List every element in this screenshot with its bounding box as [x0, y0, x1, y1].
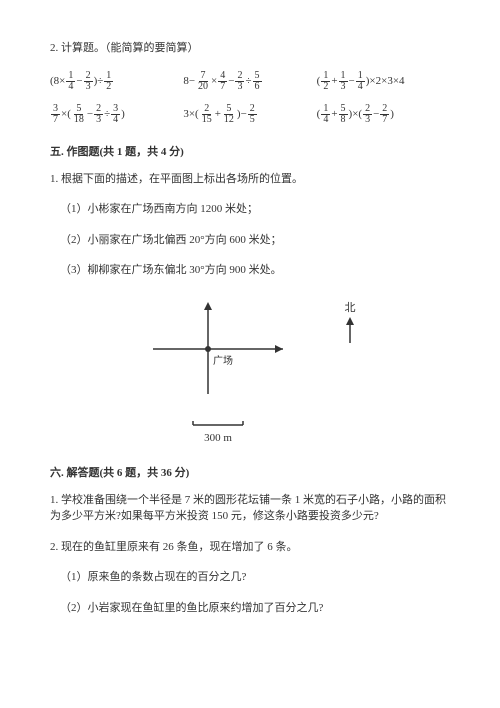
tok: ) [121, 108, 125, 120]
sec5-item-2: （2）小丽家在广场北偏西 20°方向 600 米处； [50, 232, 450, 249]
tok: )÷ [94, 75, 104, 87]
frac: 23 [94, 104, 103, 125]
tok: − [87, 108, 93, 120]
tok: ÷ [245, 75, 251, 87]
sec6-q2: 2. 现在的鱼缸里原来有 26 条鱼，现在增加了 6 条。 [50, 539, 450, 556]
tok: + [331, 75, 337, 87]
tok: )×2×3×4 [366, 75, 405, 87]
frac: 56 [253, 71, 262, 92]
north-indicator: 北 [343, 299, 357, 345]
sec5-item-3: （3）柳柳家在广场东偏北 30°方向 900 米处。 [50, 262, 450, 279]
tok: ×( [61, 108, 71, 120]
sec5-item-1: （1）小彬家在广场西南方向 1200 米处； [50, 201, 450, 218]
tok: − [76, 75, 82, 87]
tok: )×( [349, 108, 363, 120]
math-row-2: 37 ×( 518 − 23 ÷ 34 ) 3×( 215 + 512 )− 2… [50, 104, 450, 125]
math-row-1: (8× 14 − 23 )÷ 12 8− 720 × 47 − 23 ÷ 56 … [50, 71, 450, 92]
tok: − [373, 108, 379, 120]
tok: × [211, 75, 217, 87]
frac: 37 [51, 104, 60, 125]
frac: 25 [248, 104, 257, 125]
tok: − [349, 75, 355, 87]
frac: 27 [380, 104, 389, 125]
frac: 518 [72, 104, 86, 125]
sec6-q2-i1: （1）原来鱼的条数占现在的百分之几? [50, 569, 450, 586]
tok: + [331, 108, 337, 120]
frac: 23 [84, 71, 93, 92]
frac: 14 [321, 104, 330, 125]
q2-title: 2. 计算题。（能简算的要简算） [50, 40, 450, 57]
frac: 13 [339, 71, 348, 92]
expr-r2c1: 37 ×( 518 − 23 ÷ 34 ) [50, 104, 183, 125]
frac: 34 [111, 104, 120, 125]
frac: 12 [104, 71, 113, 92]
scale-icon [188, 417, 248, 429]
expr-r1c3: ( 12 + 13 − 14 )×2×3×4 [317, 71, 450, 92]
tok: (8× [50, 75, 65, 87]
tok: ÷ [104, 108, 110, 120]
frac: 215 [200, 104, 214, 125]
tok: )− [237, 108, 247, 120]
frac: 23 [235, 71, 244, 92]
sec6-q2-i2: （2）小岩家现在鱼缸里的鱼比原来约增加了百分之几? [50, 600, 450, 617]
expr-r2c2: 3×( 215 + 512 )− 25 [183, 104, 316, 125]
expr-r1c1: (8× 14 − 23 )÷ 12 [50, 71, 183, 92]
scale-label: 300 m [143, 432, 293, 444]
sec6-q1: 1. 学校准备围绕一个半径是 7 米的圆形花坛铺一条 1 米宽的石子小路，小路的… [50, 492, 450, 525]
tok: 3×( [183, 108, 198, 120]
frac: 23 [363, 104, 372, 125]
north-arrow-icon [343, 315, 357, 345]
frac: 720 [196, 71, 210, 92]
section-6-title: 六. 解答题(共 6 题，共 36 分) [50, 464, 450, 480]
expr-r2c3: ( 14 + 58 )×( 23 − 27 ) [317, 104, 450, 125]
tok: ( [317, 108, 321, 120]
tok: ) [390, 108, 394, 120]
coordinate-diagram: 广场 300 m 北 [50, 294, 450, 444]
tok: 8− [183, 75, 195, 87]
axes-block: 广场 300 m [143, 294, 293, 444]
section-5-title: 五. 作图题(共 1 题，共 4 分) [50, 143, 450, 159]
scale-bar: 300 m [143, 417, 293, 444]
expr-r1c2: 8− 720 × 47 − 23 ÷ 56 [183, 71, 316, 92]
frac: 58 [339, 104, 348, 125]
axes-icon: 广场 [143, 294, 293, 404]
tok: − [228, 75, 234, 87]
tok: ( [317, 75, 321, 87]
frac: 512 [222, 104, 236, 125]
frac: 14 [356, 71, 365, 92]
frac: 14 [66, 71, 75, 92]
sec5-q1: 1. 根据下面的描述，在平面图上标出各场所的位置。 [50, 171, 450, 188]
north-label: 北 [345, 299, 356, 315]
frac: 12 [321, 71, 330, 92]
plaza-label: 广场 [213, 354, 233, 367]
frac: 47 [218, 71, 227, 92]
tok: + [215, 108, 221, 120]
